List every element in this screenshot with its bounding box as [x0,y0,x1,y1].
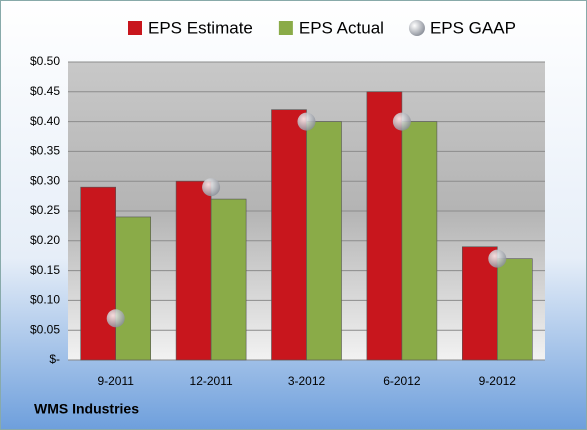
y-tick-label: $0.20 [30,233,60,247]
bar [175,180,212,361]
legend-label: EPS GAAP [430,18,516,37]
y-tick-label: $0.35 [30,144,60,158]
legend-swatch [278,21,293,35]
y-tick-label: $0.25 [30,203,60,217]
y-tick-label: $0.15 [30,263,60,277]
y-tick-label: $0.45 [30,84,60,98]
marker [202,178,221,197]
bar [366,91,403,361]
y-tick-label: $- [49,352,60,366]
bar [210,198,247,361]
footnote: WMS Industries [34,401,139,417]
legend-label: EPS Actual [299,18,384,37]
legend-swatch [128,21,142,35]
y-tick-label: $0.50 [30,54,60,68]
marker [297,112,316,131]
y-tick-label: $0.05 [30,322,60,336]
x-tick-label: 9-2012 [479,374,517,388]
bar [496,258,533,361]
x-tick-label: 12-2011 [190,374,233,388]
y-tick-label: $0.40 [30,114,60,128]
y-tick-label: $0.10 [30,293,60,307]
legend-marker [408,20,425,36]
legend-label: EPS Estimate [148,18,253,37]
x-tick-label: 9-2011 [97,374,134,388]
marker [106,309,125,328]
marker [488,249,507,268]
bar [115,216,151,361]
bar [271,109,307,361]
x-tick-label: 3-2012 [288,374,326,388]
bar [401,121,438,361]
bar [306,121,342,361]
x-tick-label: 6-2012 [383,374,421,388]
marker [392,112,411,131]
y-tick-label: $0.30 [30,173,60,187]
bar [80,186,116,361]
